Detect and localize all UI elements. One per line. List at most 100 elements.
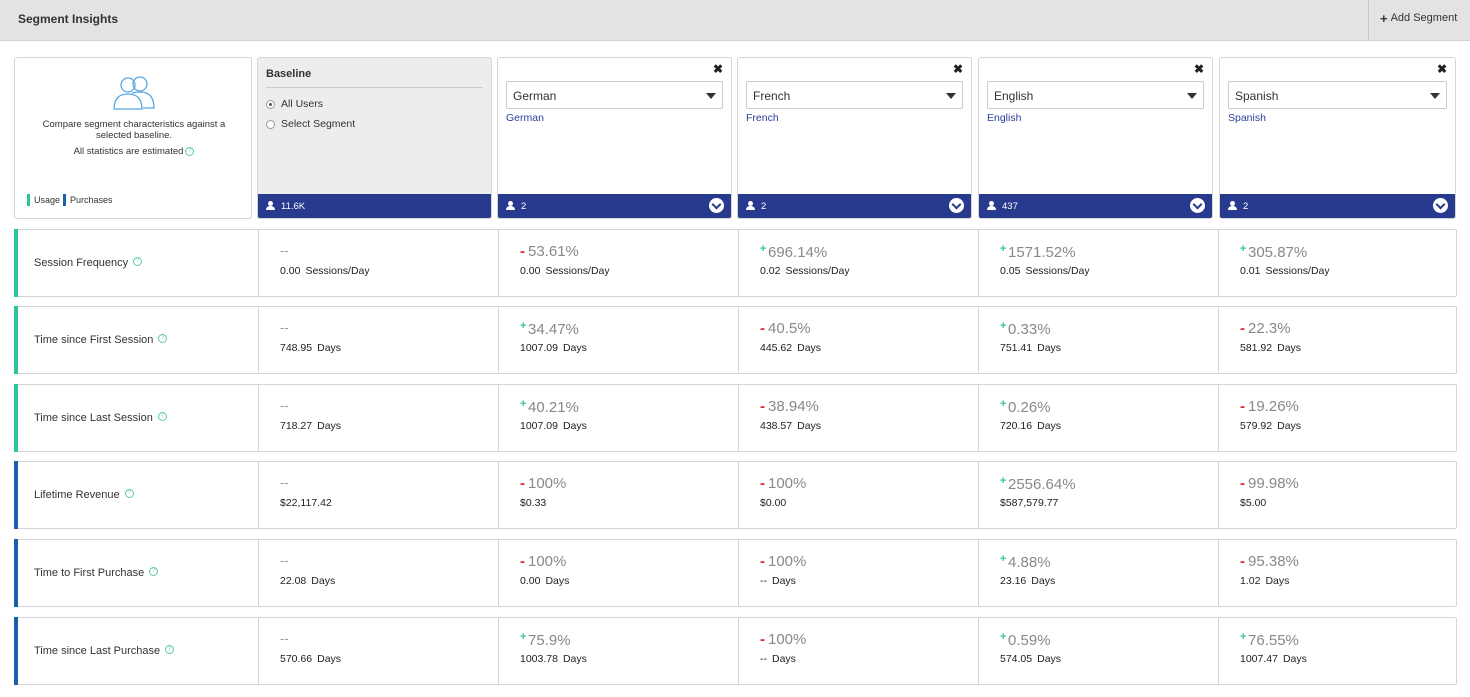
close-icon[interactable]: ✖ — [712, 62, 723, 76]
value-number: $587,579.77 — [1000, 497, 1059, 509]
caret-down-icon — [706, 93, 716, 99]
percent-change: -95.38% — [1240, 553, 1299, 570]
metric-value: 574.05 Days — [1000, 653, 1061, 665]
help-icon[interactable]: ? — [185, 146, 195, 156]
segment-select[interactable]: French — [746, 81, 963, 109]
close-icon[interactable]: ✖ — [1193, 62, 1204, 76]
segment-card-english: ✖ English English 437 — [978, 57, 1213, 219]
chevron-down-icon[interactable] — [949, 198, 964, 213]
percent-change: -99.98% — [1240, 475, 1299, 492]
help-icon[interactable]: ? — [165, 644, 175, 654]
segment-link[interactable]: German — [506, 112, 544, 124]
users-icon — [113, 76, 155, 110]
metric-value: 0.01 Sessions/Day — [1240, 265, 1330, 277]
chevron-down-icon[interactable] — [1190, 198, 1205, 213]
radio-all-users[interactable]: All Users — [266, 98, 323, 110]
help-icon[interactable]: ? — [157, 411, 167, 421]
value-number: 445.62 — [760, 342, 793, 354]
chevron-down-icon[interactable] — [1433, 198, 1448, 213]
value-unit: Sessions/Day — [1025, 265, 1090, 277]
segment-card-french: ✖ French French 2 — [737, 57, 972, 219]
value-number: 0.01 — [1240, 265, 1261, 277]
baseline-value: 22.08 Days — [280, 575, 335, 587]
percent-change: +0.59% — [1000, 631, 1051, 649]
metric-label: Time to First Purchase? — [34, 540, 159, 606]
metric-value: 0.02 Sessions/Day — [760, 265, 850, 277]
metric-row-session-frequency: Session Frequency? -- 0.00 Sessions/Day -53.… — [14, 229, 1457, 297]
purchase-accent-bar — [14, 461, 18, 529]
metric-row-time-to-first-purchase: Time to First Purchase? -- 22.08 Days -100% 0… — [14, 539, 1457, 607]
percent-value: 100% — [528, 553, 567, 570]
percent-change: +4.88% — [1000, 553, 1051, 571]
metric-value: 0.00 Sessions/Day — [520, 265, 610, 277]
radio-select-segment[interactable]: Select Segment — [266, 118, 355, 130]
help-icon[interactable]: ? — [158, 333, 168, 343]
percent-value: 100% — [768, 553, 807, 570]
value-unit: Sessions/Day — [1265, 265, 1330, 277]
value-number: 1007.09 — [520, 420, 558, 432]
close-icon[interactable]: ✖ — [952, 62, 963, 76]
increase-sign: + — [1000, 553, 1007, 565]
baseline-cell: -- 0.00 Sessions/Day — [258, 230, 498, 296]
value-number: 22.08 — [280, 575, 307, 587]
increase-sign: + — [520, 631, 527, 643]
segment-link[interactable]: Spanish — [1228, 112, 1266, 124]
metric-row-time-since-first-session: Time since First Session? -- 748.95 Days +34… — [14, 306, 1457, 374]
segment-link[interactable]: English — [987, 112, 1022, 124]
value-number: 748.95 — [280, 342, 313, 354]
value-number: 581.92 — [1240, 342, 1273, 354]
value-unit: Days — [797, 420, 822, 432]
add-segment-button[interactable]: + Add Segment — [1380, 12, 1457, 25]
increase-sign: + — [1000, 475, 1007, 487]
segment-count: 2 — [761, 200, 767, 212]
segment-cell: -99.98% $5.00 — [1218, 462, 1458, 528]
segment-select[interactable]: Spanish — [1228, 81, 1447, 109]
purchases-legend-label: Purchases — [70, 195, 113, 205]
segment-cell: +305.87% 0.01 Sessions/Day — [1218, 230, 1458, 296]
metric-label-text: Session Frequency — [34, 257, 129, 269]
top-bar: Segment Insights + Add Segment — [0, 0, 1470, 41]
value-number: 0.02 — [760, 265, 781, 277]
segment-link[interactable]: French — [746, 112, 779, 124]
baseline-value: 0.00 Sessions/Day — [280, 265, 370, 277]
baseline-value: 570.66 Days — [280, 653, 341, 665]
segment-cell: -95.38% 1.02 Days — [1218, 540, 1458, 606]
metric-value: 1003.78 Days — [520, 653, 587, 665]
metric-value: -- Days — [760, 575, 796, 587]
percent-value: 75.9% — [528, 632, 571, 649]
baseline-value: 748.95 Days — [280, 342, 341, 354]
metric-value: $5.00 — [1240, 497, 1266, 509]
value-unit: Days — [772, 575, 796, 587]
help-icon[interactable]: ? — [124, 488, 134, 498]
value-number: 570.66 — [280, 653, 313, 665]
value-number: 23.16 — [1000, 575, 1027, 587]
segment-select[interactable]: German — [506, 81, 723, 109]
header-divider — [1368, 0, 1369, 40]
decrease-sign: - — [1240, 553, 1245, 570]
intro-card: Compare segment characteristics against … — [14, 57, 252, 219]
value-number: 1007.47 — [1240, 653, 1278, 665]
value-unit: Days — [317, 342, 342, 354]
baseline-value: 718.27 Days — [280, 420, 341, 432]
percent-change: +696.14% — [760, 243, 827, 261]
value-unit: Days — [1265, 575, 1290, 587]
segment-select[interactable]: English — [987, 81, 1204, 109]
value-unit: Sessions/Day — [305, 265, 370, 277]
close-icon[interactable]: ✖ — [1436, 62, 1447, 76]
metric-label: Time since Last Session? — [34, 385, 167, 451]
value-number: 0.00 — [520, 575, 541, 587]
value-unit: Days — [797, 342, 822, 354]
usage-legend-label: Usage — [34, 195, 61, 205]
percent-change: -100% — [760, 475, 806, 492]
metric-label-text: Time since First Session — [34, 334, 154, 346]
help-icon[interactable]: ? — [133, 256, 143, 266]
help-icon[interactable]: ? — [149, 566, 159, 576]
segment-count: 437 — [1002, 200, 1018, 212]
user-icon — [746, 201, 755, 211]
value-unit: Sessions/Day — [785, 265, 850, 277]
chevron-down-icon[interactable] — [709, 198, 724, 213]
metric-value: 438.57 Days — [760, 420, 821, 432]
value-unit: Days — [562, 342, 587, 354]
increase-sign: + — [1000, 631, 1007, 643]
value-number: 751.41 — [1000, 342, 1033, 354]
